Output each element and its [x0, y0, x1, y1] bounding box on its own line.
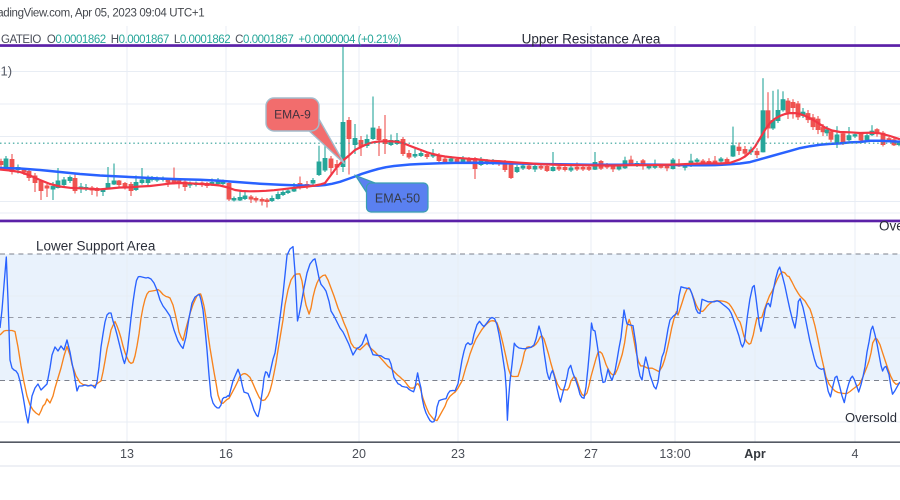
svg-text:16: 16	[219, 447, 233, 461]
svg-text:4: 4	[852, 447, 859, 461]
svg-text:Overbought: Overbought	[879, 219, 900, 234]
svg-text:20: 20	[352, 447, 366, 461]
svg-text:Oversold: Oversold	[845, 410, 897, 425]
svg-text:TradingView.com, Apr 05, 2023: TradingView.com, Apr 05, 2023 09:04 UTC+…	[0, 8, 204, 20]
svg-text:1): 1)	[1, 64, 13, 79]
svg-text:23: 23	[451, 447, 465, 461]
svg-text:Apr: Apr	[744, 447, 766, 461]
svg-text:EMA-9: EMA-9	[274, 108, 311, 122]
svg-text:EMA-50: EMA-50	[375, 192, 420, 206]
svg-text:Upper Resistance Area: Upper Resistance Area	[522, 32, 661, 47]
svg-text:13: 13	[120, 447, 134, 461]
svg-text:27: 27	[584, 447, 598, 461]
svg-text:13:00: 13:00	[659, 447, 690, 461]
svg-text:Lower Support Area: Lower Support Area	[36, 239, 156, 254]
